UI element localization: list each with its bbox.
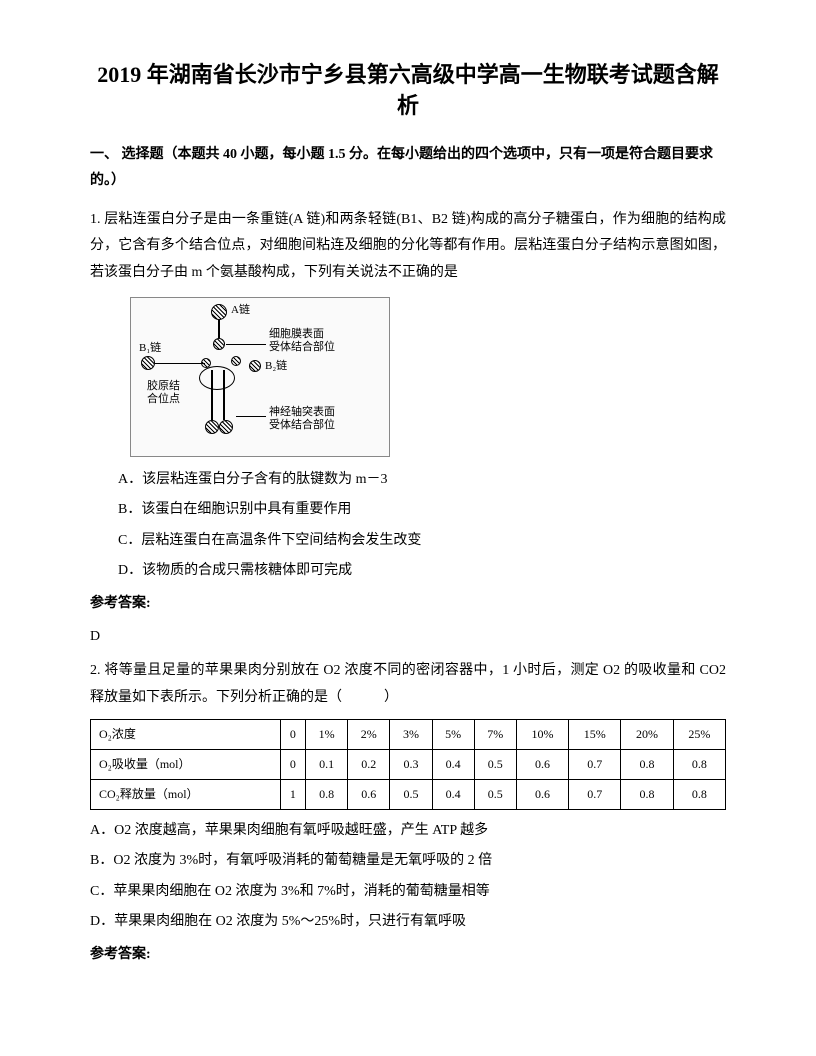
question-1-options: A．该层粘连蛋白分子含有的肽键数为 m－3 B．该蛋白在细胞识别中具有重要作用 … xyxy=(118,467,726,585)
answer-label-2: 参考答案: xyxy=(90,942,726,969)
option-a: A．该层粘连蛋白分子含有的肽键数为 m－3 xyxy=(118,467,726,494)
question-2-text: 2. 将等量且足量的苹果果肉分别放在 O2 浓度不同的密闭容器中，1 小时后，测… xyxy=(90,658,726,711)
option-c: C．苹果果肉细胞在 O2 浓度为 3%和 7%时，消耗的葡萄糖量相等 xyxy=(90,879,726,906)
option-a: A．O2 浓度越高，苹果果肉细胞有氧呼吸越旺盛，产生 ATP 越多 xyxy=(90,818,726,845)
section-header: 一、 选择题（本题共 40 小题，每小题 1.5 分。在每小题给出的四个选项中，… xyxy=(90,142,726,195)
option-d: D．该物质的合成只需核糖体即可完成 xyxy=(118,558,726,585)
table-row: CO₂释放量（mol） 1 0.8 0.6 0.5 0.4 0.5 0.6 0.… xyxy=(91,779,726,809)
option-b: B．该蛋白在细胞识别中具有重要作用 xyxy=(118,497,726,524)
option-b: B．O2 浓度为 3%时，有氧呼吸消耗的葡萄糖量是无氧呼吸的 2 倍 xyxy=(90,848,726,875)
data-table: O₂浓度 0 1% 2% 3% 5% 7% 10% 15% 20% 25% O₂… xyxy=(90,719,726,809)
table-row: O₂吸收量（mol） 0 0.1 0.2 0.3 0.4 0.5 0.6 0.7… xyxy=(91,750,726,780)
protein-diagram: A链 细胞膜表面 受体结合部位 B₁链 B₂链 胶原结 合位点 神经轴突表面 受… xyxy=(130,297,390,457)
answer-label-1: 参考答案: xyxy=(90,591,726,618)
page-title: 2019 年湖南省长沙市宁乡县第六高级中学高一生物联考试题含解析 xyxy=(90,60,726,122)
answer-1: D xyxy=(90,624,726,651)
table-row: O₂浓度 0 1% 2% 3% 5% 7% 10% 15% 20% 25% xyxy=(91,720,726,750)
question-2-options: A．O2 浓度越高，苹果果肉细胞有氧呼吸越旺盛，产生 ATP 越多 B．O2 浓… xyxy=(90,818,726,936)
question-1-text: 1. 层粘连蛋白分子是由一条重链(A 链)和两条轻链(B1、B2 链)构成的高分… xyxy=(90,207,726,287)
option-c: C．层粘连蛋白在高温条件下空间结构会发生改变 xyxy=(118,528,726,555)
option-d: D．苹果果肉细胞在 O2 浓度为 5%～25%时，只进行有氧呼吸 xyxy=(90,909,726,936)
